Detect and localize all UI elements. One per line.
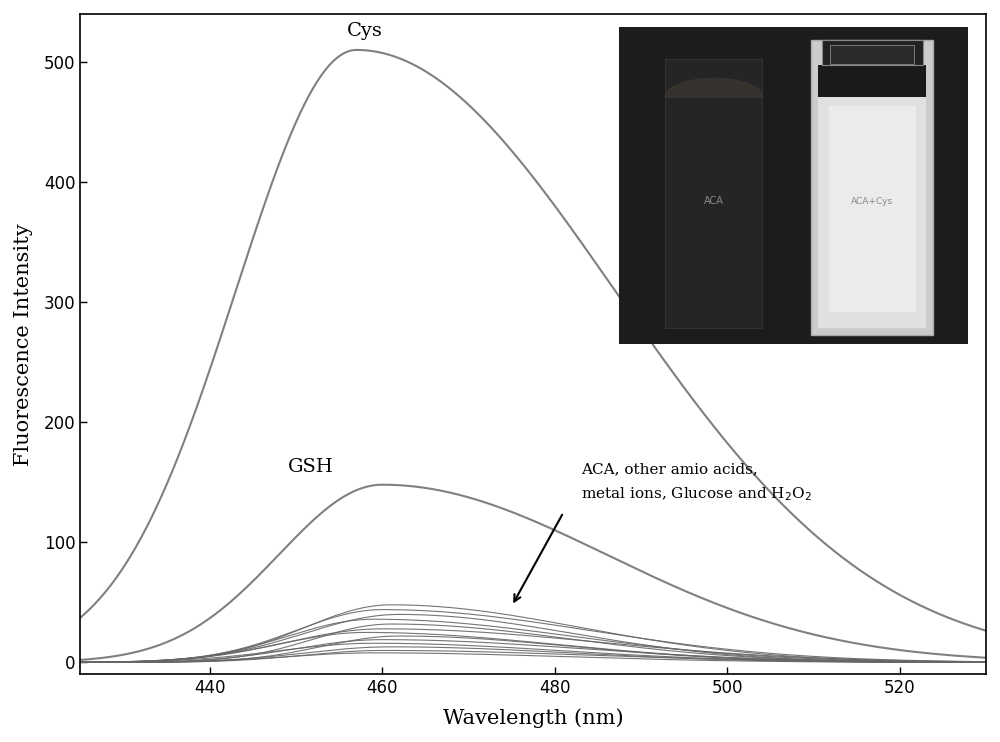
X-axis label: Wavelength (nm): Wavelength (nm): [443, 709, 624, 728]
Text: GSH: GSH: [287, 459, 333, 476]
Text: metal ions, Glucose and H$_2$O$_2$: metal ions, Glucose and H$_2$O$_2$: [581, 485, 811, 503]
Text: Cys: Cys: [347, 22, 383, 40]
Y-axis label: Fluorescence Intensity: Fluorescence Intensity: [14, 223, 33, 465]
Text: ACA, other amio acids,: ACA, other amio acids,: [581, 462, 757, 476]
